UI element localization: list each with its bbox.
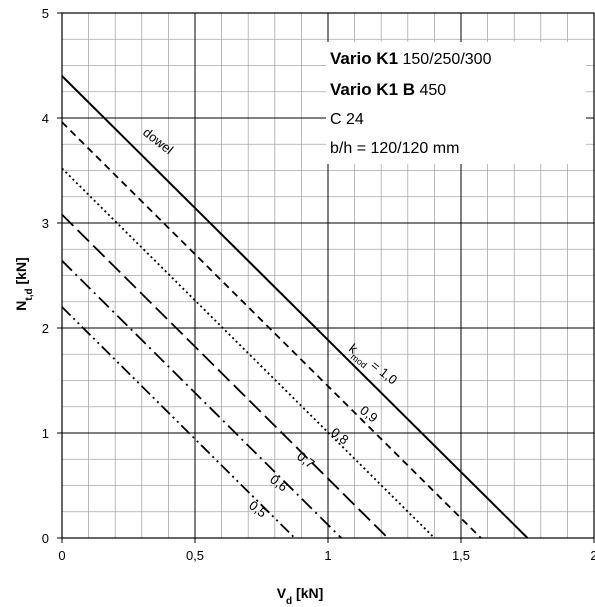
series-layer [61,75,529,539]
label-0-9: 0,9 [357,403,380,426]
curve-annotations: dowel kmod = 1,0 0,9 0,8 0,7 0,6 0,5 [140,125,400,521]
x-axis-symbol: V [277,585,287,601]
x-tick-label: 1 [324,548,331,563]
info-line-1-product: Vario K1 [330,49,398,68]
info-line-1: Vario K1 150/250/300 [330,49,492,68]
info-line-4: b/h = 120/120 mm [330,140,459,157]
dowel-label: dowel [140,125,176,158]
y-tick-label: 4 [42,111,49,126]
info-line-2-sizes: 450 [415,82,446,99]
series-line-1 [61,121,482,539]
series-line-3 [61,213,389,539]
label-0-6: 0,6 [267,472,290,495]
series-line-5 [61,306,296,539]
info-box-background [326,42,586,164]
x-axis-subscript: d [286,596,292,607]
series-line-4 [61,260,342,539]
info-line-3: C 24 [330,111,364,128]
label-0-5: 0,5 [246,498,269,521]
info-line-1-sizes: 150/250/300 [398,51,492,68]
label-0-7: 0,7 [294,449,317,472]
y-axis-unit: [kN] [13,257,29,288]
x-tick-label: 2 [590,548,595,563]
series-line-0 [61,75,529,539]
y-tick-label: 2 [42,321,49,336]
info-line-2-product: Vario K1 B [330,80,415,99]
y-tick-label: 1 [42,426,49,441]
y-tick-label: 0 [42,531,49,546]
info-line-2: Vario K1 B 450 [330,80,446,99]
y-axis-symbol: N [13,301,29,311]
x-tick-label: 0,5 [186,548,204,563]
x-tick-label: 0 [58,548,65,563]
x-axis-title: Vd [kN] [277,585,324,607]
info-box: Vario K1 150/250/300 Vario K1 B 450 C 24… [326,42,586,164]
x-tick-label: 1,5 [452,548,470,563]
y-axis-subscript: t,d [24,288,35,300]
x-axis-unit: [kN] [292,585,323,601]
y-axis-title: Nt,d [kN] [13,257,35,310]
label-0-8: 0,8 [328,425,351,448]
tick-labels: 0 0,5 1 1,5 2 0 1 2 3 4 5 [42,6,595,563]
y-tick-label: 5 [42,6,49,21]
y-tick-label: 3 [42,216,49,231]
